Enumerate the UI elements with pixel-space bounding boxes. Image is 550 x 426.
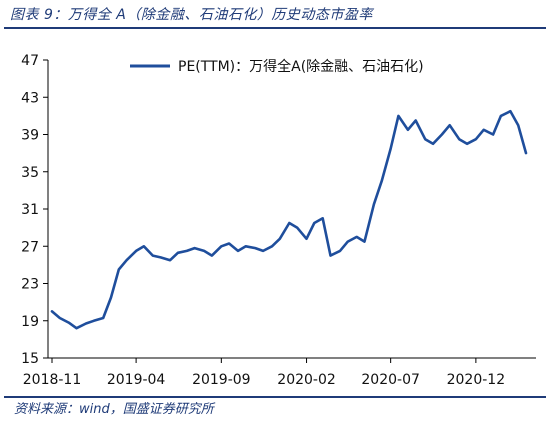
x-tick-label: 2019-09: [192, 372, 251, 388]
x-tick-label: 2018-11: [23, 372, 82, 388]
y-tick-label: 35: [21, 165, 39, 181]
y-tick-label: 47: [21, 53, 39, 69]
y-tick-label: 39: [21, 128, 39, 144]
x-tick-label: 2019-04: [107, 372, 166, 388]
figure-source: 资料来源：wind，国盛证券研究所: [14, 402, 214, 417]
y-tick-label: 19: [21, 314, 39, 330]
x-tick-label: 2020-02: [277, 372, 336, 388]
figure-title: 图表 9：万得全 A（除金融、石油石化）历史动态市盈率: [10, 7, 373, 23]
y-tick-label: 31: [21, 202, 39, 218]
x-tick-label: 2020-07: [361, 372, 420, 388]
legend-label: PE(TTM)：万得全A(除金融、石油石化): [178, 58, 424, 75]
title-rule: [4, 27, 546, 29]
source-rule: [4, 396, 546, 398]
y-tick-label: 43: [21, 90, 39, 106]
pe-series-line: [50, 109, 528, 330]
y-tick-label: 27: [21, 239, 39, 255]
x-tick-label: 2020-12: [447, 372, 506, 388]
y-tick-label: 23: [21, 277, 39, 293]
y-tick-label: 15: [21, 351, 39, 367]
